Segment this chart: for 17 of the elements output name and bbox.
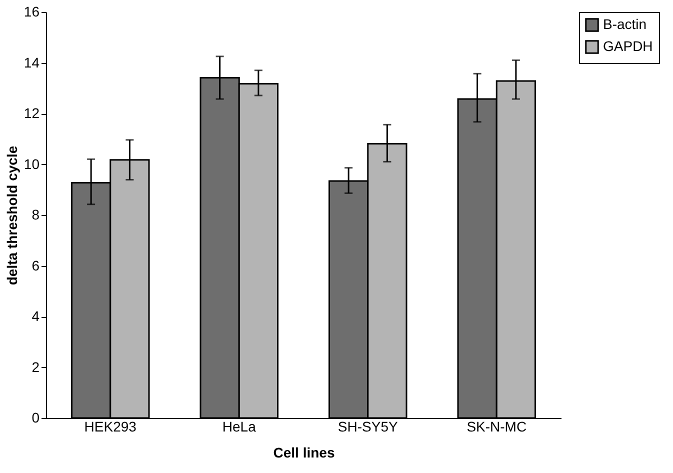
y-tick-label: 12 — [24, 105, 40, 121]
y-tick-label: 0 — [32, 410, 40, 426]
x-tick-label: SK-N-MC — [466, 418, 527, 434]
x-tick-label: HeLa — [222, 418, 256, 434]
y-tick-label: 16 — [24, 4, 40, 20]
y-tick-label: 14 — [24, 54, 40, 70]
x-axis-title: Cell lines — [273, 444, 335, 460]
legend-label: B-actin — [603, 16, 647, 32]
y-tick-label: 6 — [32, 257, 40, 274]
y-tick-label: 10 — [24, 156, 40, 172]
y-tick-label: 4 — [32, 308, 40, 324]
legend-label: GAPDH — [603, 38, 653, 54]
y-tick-label: 2 — [32, 358, 40, 375]
x-tick-label: SH-SY5Y — [338, 418, 398, 434]
y-tick-label: 8 — [32, 206, 40, 222]
x-tick-label: HEK293 — [84, 418, 137, 434]
y-axis-title: delta threshold cycle — [4, 146, 20, 286]
